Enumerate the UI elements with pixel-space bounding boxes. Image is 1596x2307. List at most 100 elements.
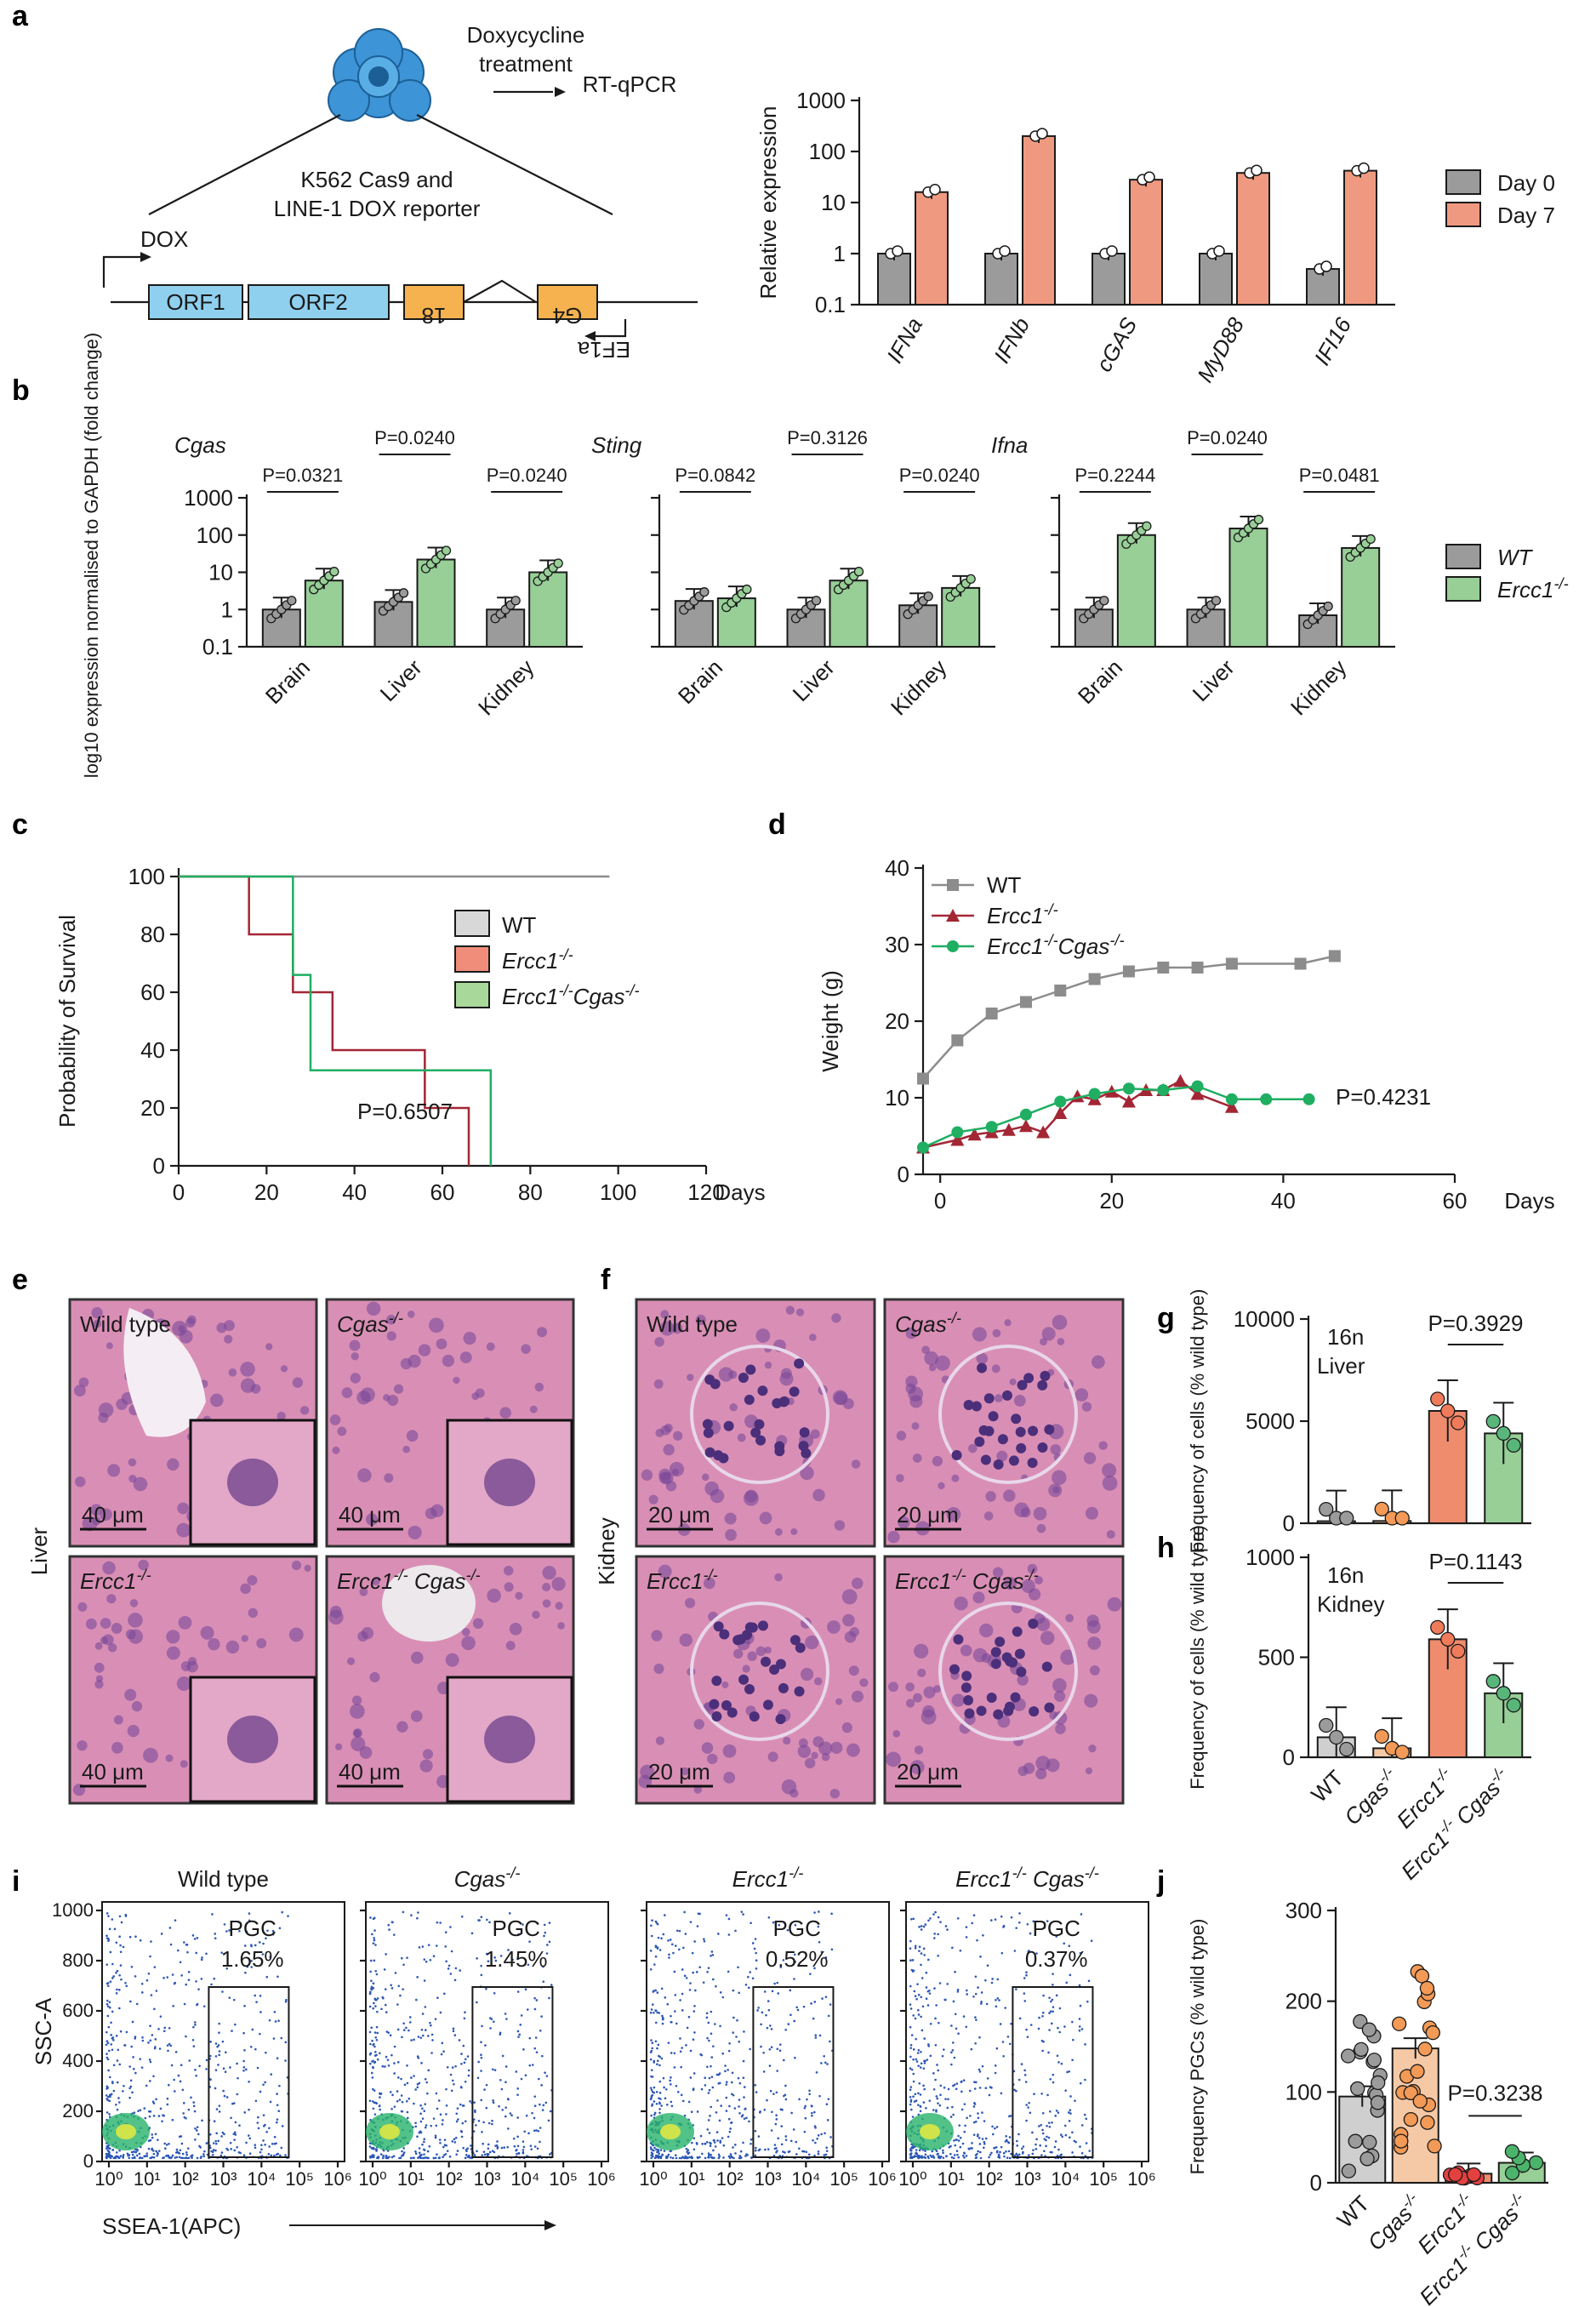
nucleus — [240, 1378, 256, 1393]
event-dot — [666, 2002, 669, 2006]
event-dot — [430, 2124, 432, 2127]
event-dot — [651, 2041, 654, 2045]
event-dot — [116, 1988, 118, 1991]
event-dot — [663, 2150, 666, 2152]
event-dot — [722, 2144, 726, 2147]
event-dot — [699, 2053, 702, 2056]
glomerular-nucleus — [754, 1419, 765, 1430]
event-dot — [751, 1942, 755, 1944]
event-dot — [233, 2149, 237, 2152]
event-dot — [768, 2064, 772, 2067]
event-dot — [228, 1929, 231, 1932]
nucleus — [812, 1488, 825, 1502]
nucleus — [1017, 1766, 1029, 1777]
nucleus — [349, 1704, 365, 1719]
nucleus — [701, 1473, 710, 1482]
glomerular-nucleus — [745, 1364, 756, 1375]
event-dot — [373, 2031, 377, 2034]
event-dot — [920, 2050, 922, 2053]
nucleus — [651, 1630, 663, 1642]
event-dot — [429, 2021, 431, 2024]
event-dot — [217, 2044, 220, 2047]
gate-percent: 0.52% — [766, 1946, 829, 1972]
event-dot — [122, 1945, 125, 1949]
event-dot — [118, 1915, 122, 1918]
dox-promoter-arrow — [102, 255, 140, 288]
event-dot — [151, 2133, 154, 2136]
event-dot — [803, 2106, 807, 2110]
event-dot — [917, 2156, 921, 2160]
y-tick-label: 1 — [221, 597, 233, 622]
event-dot — [972, 2105, 976, 2108]
nucleus — [742, 1665, 750, 1673]
event-dot — [1037, 2027, 1040, 2030]
event-dot — [1078, 1984, 1081, 1987]
event-dot — [233, 1998, 236, 2001]
event-dot — [536, 2147, 539, 2150]
event-dot — [403, 2083, 407, 2087]
event-dot — [375, 2038, 379, 2041]
event-dot — [657, 2155, 659, 2157]
event-dot — [108, 2076, 111, 2079]
event-dot — [531, 2111, 533, 2115]
event-dot — [484, 2044, 487, 2047]
event-dot — [1015, 2152, 1018, 2156]
event-dot — [816, 2137, 818, 2140]
nucleus — [304, 1564, 311, 1572]
nucleus — [328, 1609, 344, 1625]
event-dot — [790, 2111, 793, 2115]
nucleus — [1091, 1355, 1105, 1369]
event-dot — [510, 2114, 513, 2116]
event-dot — [910, 1917, 913, 1921]
glomerular-nucleus — [775, 1714, 786, 1725]
event-dot — [1041, 2128, 1044, 2132]
event-dot — [423, 2138, 426, 2141]
event-dot — [1058, 2030, 1061, 2034]
event-dot — [141, 2036, 144, 2039]
event-dot — [707, 2021, 710, 2024]
event-dot — [936, 2064, 938, 2066]
event-dot — [1069, 2136, 1071, 2139]
event-dot — [487, 2121, 491, 2125]
event-dot — [421, 2117, 425, 2120]
nucleus — [821, 1752, 830, 1762]
event-dot — [387, 2031, 390, 2034]
event-dot — [683, 1910, 686, 1914]
event-dot — [196, 2156, 199, 2160]
nucleus — [1102, 1476, 1118, 1491]
event-dot — [909, 2043, 913, 2047]
event-dot — [663, 2086, 665, 2089]
event-dot — [912, 2014, 915, 2017]
event-dot — [1040, 2093, 1043, 2095]
x-tick-label: 10⁶ — [587, 2168, 616, 2190]
event-dot — [509, 2112, 512, 2115]
event-dot — [154, 2046, 157, 2048]
event-dot — [712, 2045, 715, 2047]
event-dot — [929, 1917, 932, 1920]
nucleus — [653, 1379, 664, 1389]
event-dot — [422, 2156, 425, 2160]
event-dot — [793, 1978, 795, 1980]
event-dot — [185, 2116, 187, 2120]
event-dot — [545, 1952, 549, 1955]
event-dot — [1068, 2070, 1070, 2073]
event-dot — [531, 2064, 534, 2066]
micrograph-tile — [883, 1555, 1125, 1805]
event-dot — [724, 2064, 727, 2067]
glomerular-nucleus — [1037, 1442, 1048, 1453]
orf1-label: ORF1 — [166, 289, 225, 315]
glomerular-nucleus — [742, 1630, 753, 1641]
event-dot — [382, 2155, 385, 2157]
inset-nucleus — [227, 1716, 278, 1763]
event-dot — [700, 2087, 704, 2091]
event-dot — [222, 2089, 225, 2093]
nucleus — [852, 1577, 864, 1590]
event-dot — [400, 2077, 402, 2081]
event-dot — [954, 1970, 956, 1973]
event-dot — [1080, 2028, 1084, 2030]
x-tick-label: 10⁵ — [549, 2168, 578, 2190]
nucleus — [334, 1743, 343, 1750]
event-dot — [513, 2144, 516, 2148]
event-dot — [1000, 2145, 1003, 2149]
